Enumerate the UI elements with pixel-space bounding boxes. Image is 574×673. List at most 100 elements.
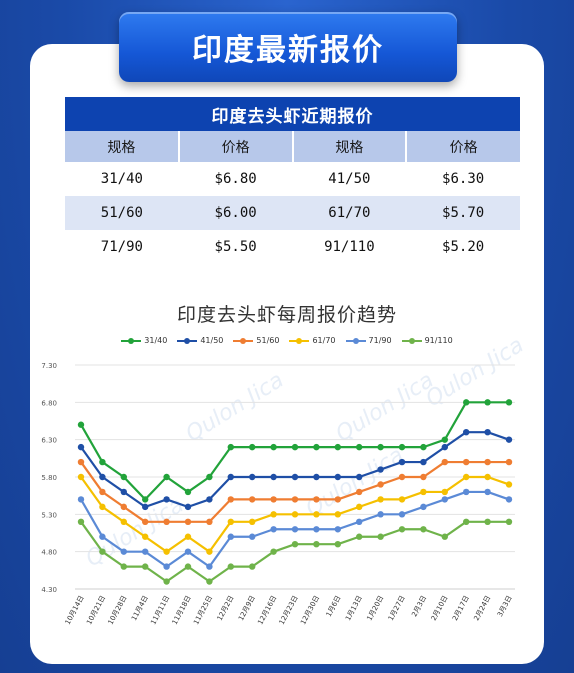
table-cell: $5.70 <box>406 196 520 230</box>
data-point <box>334 526 341 533</box>
legend-item: 61/70 <box>289 336 336 345</box>
x-tick-label: 10月28日 <box>107 594 129 626</box>
data-point <box>270 548 277 555</box>
data-point <box>249 496 256 503</box>
data-point <box>463 473 470 481</box>
data-point <box>227 533 234 540</box>
data-point <box>420 503 427 511</box>
header-price-2: 价格 <box>405 131 520 162</box>
data-point <box>163 518 170 525</box>
data-point <box>441 488 448 496</box>
table-cell: $5.20 <box>442 239 485 255</box>
x-tick-label: 2月17日 <box>451 594 471 622</box>
data-point <box>398 526 406 533</box>
data-point <box>505 436 513 443</box>
data-point <box>184 503 192 511</box>
data-point <box>249 473 256 481</box>
data-point <box>420 443 427 451</box>
legend-item: 51/60 <box>233 336 279 345</box>
data-point <box>377 481 384 488</box>
data-point <box>163 496 170 503</box>
legend-item: 91/110 <box>401 336 453 345</box>
x-tick-label: 10月21日 <box>85 594 107 626</box>
series-line <box>80 431 510 508</box>
table-cell: 91/110 <box>324 239 375 255</box>
data-point <box>356 488 363 496</box>
header-spec-2: 规格 <box>291 131 407 162</box>
table-title-row: 印度去头虾近期报价 <box>65 97 520 131</box>
table-cell: $5.50 <box>214 239 257 255</box>
data-point <box>99 488 106 496</box>
data-point <box>377 466 384 473</box>
data-point <box>77 473 85 481</box>
x-tick-label: 11月4日 <box>130 594 150 622</box>
data-point <box>398 496 406 503</box>
data-point <box>441 436 448 443</box>
data-point <box>99 473 106 481</box>
legend-item: 31/40 <box>121 336 167 345</box>
data-point <box>463 429 470 436</box>
data-point <box>249 518 256 525</box>
legend-swatch <box>233 337 254 345</box>
x-tick-label: 10月14日 <box>64 594 86 626</box>
table-title: 印度去头虾近期报价 <box>65 97 520 131</box>
data-point <box>463 458 470 466</box>
y-tick-label: 4.80 <box>41 549 57 557</box>
data-point <box>420 458 427 466</box>
data-point <box>120 563 128 570</box>
x-tick-label: 3月3日 <box>496 594 514 618</box>
data-point <box>184 488 192 496</box>
data-point <box>270 511 277 518</box>
data-point <box>270 443 277 451</box>
data-point <box>334 541 341 548</box>
data-point <box>291 473 299 481</box>
data-point <box>398 458 406 466</box>
table-header-row: 规格 价格 规格 价格 <box>65 131 520 162</box>
banner-title: 印度最新报价 <box>192 33 384 68</box>
data-point <box>163 563 170 570</box>
x-tick-label: 12月30日 <box>299 594 321 626</box>
data-point <box>291 511 299 518</box>
data-point <box>334 443 341 451</box>
data-point <box>398 511 406 518</box>
data-point <box>227 443 234 451</box>
data-point <box>206 563 213 570</box>
data-point <box>484 518 491 525</box>
data-point <box>484 429 491 436</box>
data-point <box>227 563 234 570</box>
table-row: 31/40 $6.80 41/50 $6.30 <box>65 162 520 196</box>
data-point <box>227 518 234 525</box>
legend-label: 61/70 <box>312 336 336 345</box>
data-point <box>484 458 491 466</box>
data-point <box>463 518 470 525</box>
data-point <box>377 496 384 503</box>
data-point <box>163 548 170 555</box>
data-point <box>270 496 277 503</box>
data-point <box>99 533 106 540</box>
data-point <box>398 443 406 451</box>
legend-label: 41/50 <box>200 336 224 345</box>
data-point <box>249 533 256 540</box>
data-point <box>356 503 363 511</box>
data-point <box>99 503 106 511</box>
data-point <box>356 518 363 525</box>
data-point <box>377 443 384 451</box>
legend-swatch <box>401 337 422 345</box>
chart-title: 印度去头虾每周报价趋势 <box>176 304 397 326</box>
data-point <box>377 511 384 518</box>
data-point <box>377 533 384 540</box>
data-point <box>184 563 192 570</box>
data-point <box>463 488 470 496</box>
data-point <box>291 541 299 548</box>
header-spec-1: 规格 <box>65 131 179 162</box>
legend-item: 71/90 <box>345 336 392 345</box>
x-tick-label: 11月18日 <box>171 594 193 626</box>
data-point <box>77 496 85 503</box>
data-point <box>441 496 448 503</box>
x-tick-label: 1月27日 <box>387 594 407 622</box>
data-point <box>120 503 128 511</box>
data-point <box>505 518 513 525</box>
y-tick-label: 6.30 <box>41 437 57 445</box>
data-point <box>356 443 363 451</box>
